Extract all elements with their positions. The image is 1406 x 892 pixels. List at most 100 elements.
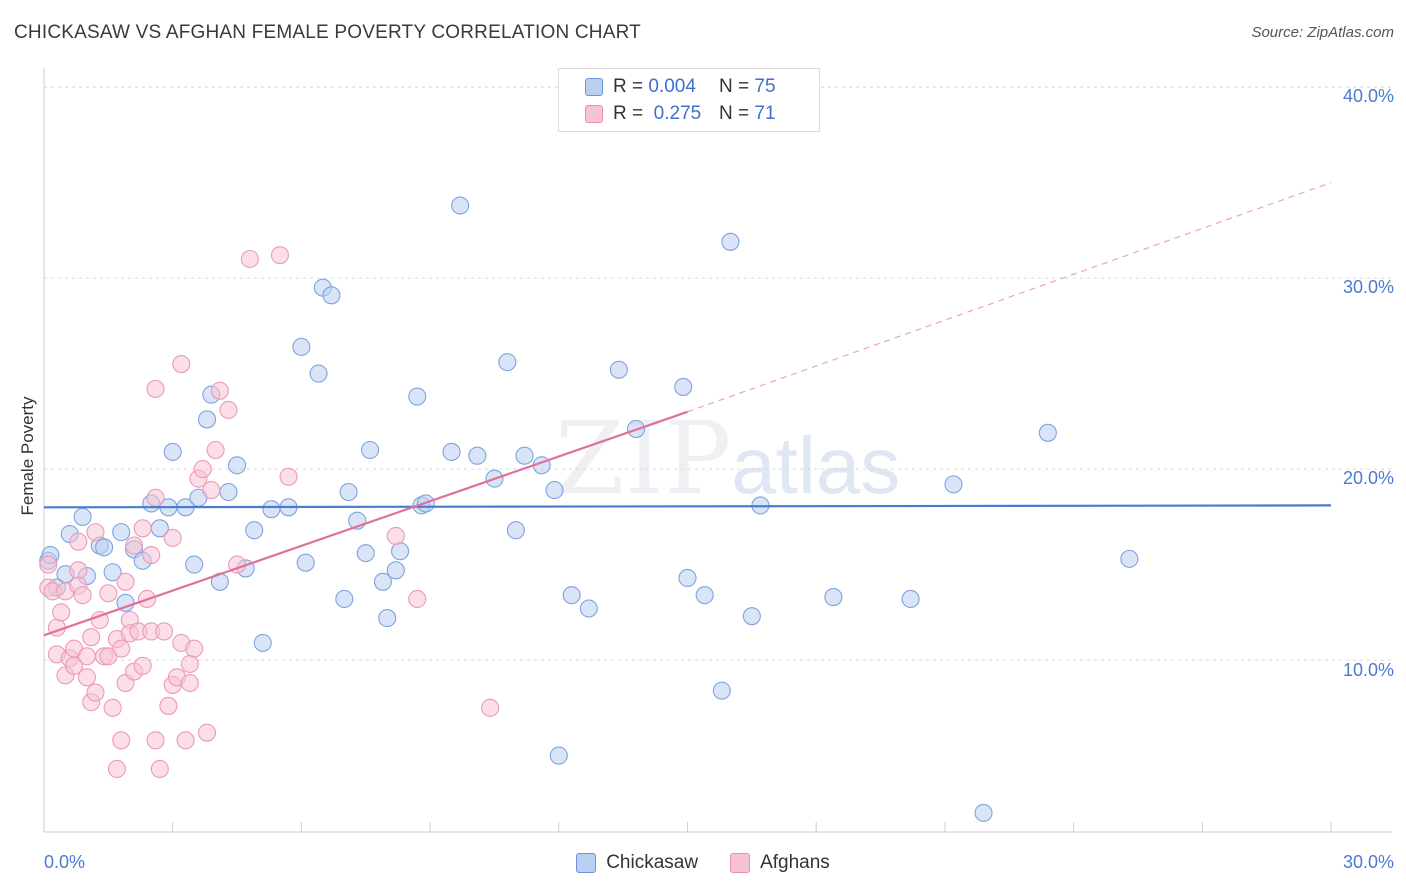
afghans-trend-extension xyxy=(687,182,1332,413)
chickasaw-swatch xyxy=(585,78,603,96)
afghans-point xyxy=(180,654,199,673)
chickasaw-point xyxy=(742,607,761,626)
chickasaw-point xyxy=(112,523,131,542)
afghans-point xyxy=(270,246,290,265)
afghans-point xyxy=(206,440,225,460)
chickasaw-point xyxy=(549,746,568,765)
chickasaw-point xyxy=(185,555,204,574)
afghans-point xyxy=(163,528,182,547)
afghans-point xyxy=(219,400,238,419)
watermark-atlas: atlas xyxy=(731,421,901,510)
afghans-point xyxy=(69,561,88,580)
afghans-point xyxy=(99,584,118,603)
chart-title: CHICKASAW VS AFGHAN FEMALE POVERTY CORRE… xyxy=(14,22,641,43)
chickasaw-point xyxy=(579,599,598,618)
chickasaw-point xyxy=(335,589,354,609)
y-tick-label: 20.0% xyxy=(1342,468,1394,488)
afghans-point xyxy=(142,545,161,565)
r-label: R = xyxy=(613,76,649,97)
chickasaw-point xyxy=(498,353,517,372)
y-tick-label: 30.0% xyxy=(1342,277,1394,297)
x-tick-label-max: 30.0% xyxy=(1342,852,1394,872)
chickasaw-point xyxy=(103,563,122,582)
series-legend: Chickasaw Afghans xyxy=(0,852,1406,874)
afghans-point xyxy=(77,647,96,666)
chickasaw-point xyxy=(253,633,272,652)
chickasaw-point xyxy=(228,456,247,475)
afghans-point xyxy=(103,698,122,717)
chickasaw-point xyxy=(373,572,392,591)
afghans-point xyxy=(86,683,105,702)
afghans-point xyxy=(77,668,96,687)
chickasaw-point xyxy=(356,544,375,563)
chickasaw-point xyxy=(721,232,740,251)
chickasaw-point xyxy=(974,803,993,822)
chickasaw-point xyxy=(944,475,963,494)
afghans-point xyxy=(481,698,500,717)
n-value: 71 xyxy=(754,103,776,124)
afghans-point xyxy=(107,759,126,779)
chickasaw-trend-line xyxy=(43,504,1332,509)
afghans-point xyxy=(146,731,165,750)
chickasaw-point xyxy=(442,442,461,461)
chickasaw-point xyxy=(901,589,920,609)
afghans-point xyxy=(176,731,195,750)
chickasaw-point xyxy=(712,681,731,700)
afghans-point xyxy=(146,488,165,507)
chickasaw-point xyxy=(545,481,564,500)
afghans-point xyxy=(159,696,178,715)
chickasaw-point xyxy=(391,542,410,561)
chickasaw-point xyxy=(506,521,525,540)
afghans-point xyxy=(133,519,152,538)
afghans-point xyxy=(82,628,101,647)
afghans-point xyxy=(240,249,259,269)
r-value: 0.275 xyxy=(653,103,702,124)
afghans-point xyxy=(155,622,174,641)
n-value: 75 xyxy=(754,76,776,97)
chickasaw-point xyxy=(219,482,238,502)
chickasaw-point xyxy=(824,588,843,607)
watermark-zip: ZIP xyxy=(555,400,732,517)
afghans-point xyxy=(185,639,204,658)
afghans-point xyxy=(146,379,165,398)
legend-item-chickasaw: Chickasaw xyxy=(576,852,698,874)
n-label: N = xyxy=(719,76,750,97)
afghans-point xyxy=(202,481,221,500)
chickasaw-point xyxy=(609,360,628,379)
chickasaw-point xyxy=(360,440,380,460)
afghans-point xyxy=(408,589,427,609)
chickasaw-point xyxy=(678,568,697,588)
afghans-point xyxy=(133,656,152,675)
afghans-point xyxy=(125,536,144,555)
chickasaw-point xyxy=(451,196,470,215)
chickasaw-point xyxy=(163,442,182,461)
legend-label: Afghans xyxy=(760,852,830,873)
watermark: ZIPatlas xyxy=(555,400,900,517)
legend-row-afghans: R = 0.275 N = 71 xyxy=(585,101,776,127)
afghans-swatch xyxy=(585,105,603,123)
legend-row-chickasaw: R = 0.004 N = 75 xyxy=(585,74,776,100)
chickasaw-point xyxy=(296,553,315,572)
afghans-point xyxy=(210,381,229,400)
r-value: 0.004 xyxy=(648,76,696,97)
afghans-point xyxy=(112,639,131,658)
n-label: N = xyxy=(719,103,750,124)
afghans-point xyxy=(73,586,92,605)
chickasaw-point xyxy=(339,482,358,502)
afghans-point xyxy=(172,354,191,374)
chickasaw-point xyxy=(386,561,405,580)
afghans-point xyxy=(116,572,135,591)
chickasaw-point xyxy=(245,521,264,540)
chickasaw-point xyxy=(562,586,581,605)
chickasaw-point xyxy=(1038,423,1057,442)
legend-label: Chickasaw xyxy=(606,852,699,873)
chickasaw-point xyxy=(408,387,427,406)
chickasaw-point xyxy=(674,377,693,397)
chickasaw-point xyxy=(292,337,311,356)
chickasaw-point xyxy=(197,410,217,429)
chickasaw-point xyxy=(378,609,397,628)
chart-source: Source: ZipAtlas.com xyxy=(1251,24,1394,41)
y-tick-label: 40.0% xyxy=(1342,86,1394,106)
afghans-point xyxy=(386,526,405,546)
